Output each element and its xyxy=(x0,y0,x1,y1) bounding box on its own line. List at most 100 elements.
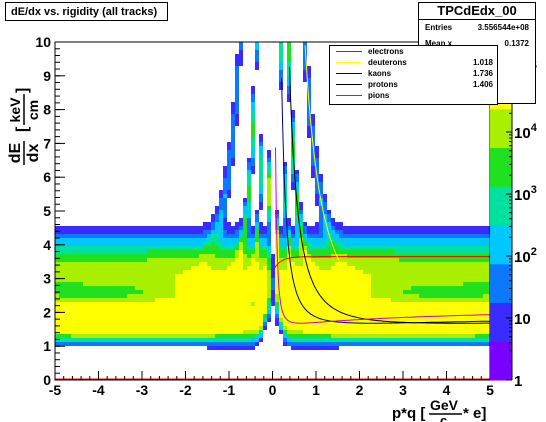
heatmap-cell xyxy=(243,298,247,302)
heatmap-cell xyxy=(331,270,335,274)
heatmap-cell xyxy=(243,314,247,318)
heatmap-cell xyxy=(119,262,123,266)
heatmap-cell xyxy=(323,294,327,298)
heatmap-cell xyxy=(439,258,443,262)
heatmap-cell xyxy=(203,306,207,310)
heatmap-cell xyxy=(183,342,187,346)
heatmap-cell xyxy=(123,290,127,294)
heatmap-cell xyxy=(111,230,115,234)
heatmap-cell xyxy=(219,254,223,258)
heatmap-cell xyxy=(115,306,119,310)
heatmap-cell xyxy=(203,238,207,242)
heatmap-cell xyxy=(347,270,351,274)
heatmap-cell xyxy=(295,174,299,178)
heatmap-cell xyxy=(195,342,199,346)
heatmap-cell xyxy=(59,290,63,294)
heatmap-cell xyxy=(115,302,119,306)
heatmap-cell xyxy=(191,282,195,286)
heatmap-cell xyxy=(251,298,255,302)
heatmap-cell xyxy=(159,310,163,314)
heatmap-cell xyxy=(327,330,331,334)
heatmap-cell xyxy=(251,118,255,122)
heatmap-cell xyxy=(215,250,219,254)
heatmap-cell xyxy=(179,270,183,274)
heatmap-cell xyxy=(319,322,323,326)
heatmap-cell xyxy=(467,234,471,238)
heatmap-cell xyxy=(387,318,391,322)
heatmap-cell xyxy=(167,278,171,282)
heatmap-cell xyxy=(139,274,143,278)
heatmap-cell xyxy=(443,282,447,286)
heatmap-cell xyxy=(487,266,491,270)
heatmap-cell xyxy=(471,322,475,326)
heatmap-cell xyxy=(203,326,207,330)
heatmap-cell xyxy=(475,342,479,346)
heatmap-cell xyxy=(339,222,343,226)
heatmap-cell xyxy=(259,318,263,322)
heatmap-cell xyxy=(391,246,395,250)
heatmap-cell xyxy=(471,326,475,330)
heatmap-cell xyxy=(275,210,279,214)
heatmap-cell xyxy=(291,138,295,142)
heatmap-cell xyxy=(335,246,339,250)
heatmap-cell xyxy=(379,230,383,234)
heatmap-cell xyxy=(79,330,83,334)
heatmap-cell xyxy=(87,274,91,278)
heatmap-cell xyxy=(67,334,71,338)
heatmap-cell xyxy=(459,290,463,294)
heatmap-cell xyxy=(419,262,423,266)
heatmap-cell xyxy=(203,250,207,254)
heatmap-cell xyxy=(367,286,371,290)
heatmap-cell xyxy=(431,286,435,290)
heatmap-cell xyxy=(179,338,183,342)
heatmap-cell xyxy=(359,294,363,298)
heatmap-cell xyxy=(99,306,103,310)
heatmap-cell xyxy=(427,330,431,334)
heatmap-cell xyxy=(227,318,231,322)
heatmap-cell xyxy=(399,294,403,298)
heatmap-cell xyxy=(99,234,103,238)
heatmap-cell xyxy=(307,326,311,330)
heatmap-cell xyxy=(223,206,227,210)
heatmap-cell xyxy=(323,286,327,290)
heatmap-cell xyxy=(415,298,419,302)
heatmap-cell xyxy=(167,234,171,238)
heatmap-cell xyxy=(159,234,163,238)
heatmap-cell xyxy=(467,314,471,318)
heatmap-cell xyxy=(479,298,483,302)
heatmap-cell xyxy=(251,326,255,330)
heatmap-cell xyxy=(259,294,263,298)
heatmap-cell xyxy=(315,330,319,334)
heatmap-cell xyxy=(407,294,411,298)
heatmap-cell xyxy=(159,250,163,254)
heatmap-cell xyxy=(279,286,283,290)
heatmap-cell xyxy=(131,234,135,238)
heatmap-cell xyxy=(343,330,347,334)
heatmap-cell xyxy=(295,286,299,290)
heatmap-cell xyxy=(383,294,387,298)
heatmap-cell xyxy=(139,330,143,334)
heatmap-cell xyxy=(427,250,431,254)
heatmap-cell xyxy=(207,326,211,330)
heatmap-cell xyxy=(163,314,167,318)
heatmap-cell xyxy=(283,282,287,286)
heatmap-cell xyxy=(211,334,215,338)
heatmap-cell xyxy=(219,306,223,310)
heatmap-cell xyxy=(267,250,271,254)
heatmap-cell xyxy=(319,250,323,254)
heatmap-cell xyxy=(107,326,111,330)
heatmap-cell xyxy=(111,298,115,302)
heatmap-cell xyxy=(411,238,415,242)
heatmap-cell xyxy=(103,242,107,246)
heatmap-cell xyxy=(91,258,95,262)
heatmap-cell xyxy=(183,266,187,270)
heatmap-cell xyxy=(167,274,171,278)
heatmap-cell xyxy=(355,302,359,306)
heatmap-cell xyxy=(335,294,339,298)
heatmap-cell xyxy=(223,182,227,186)
heatmap-cell xyxy=(199,310,203,314)
heatmap-cell xyxy=(227,286,231,290)
heatmap-cell xyxy=(455,270,459,274)
heatmap-cell xyxy=(443,270,447,274)
heatmap-cell xyxy=(243,290,247,294)
